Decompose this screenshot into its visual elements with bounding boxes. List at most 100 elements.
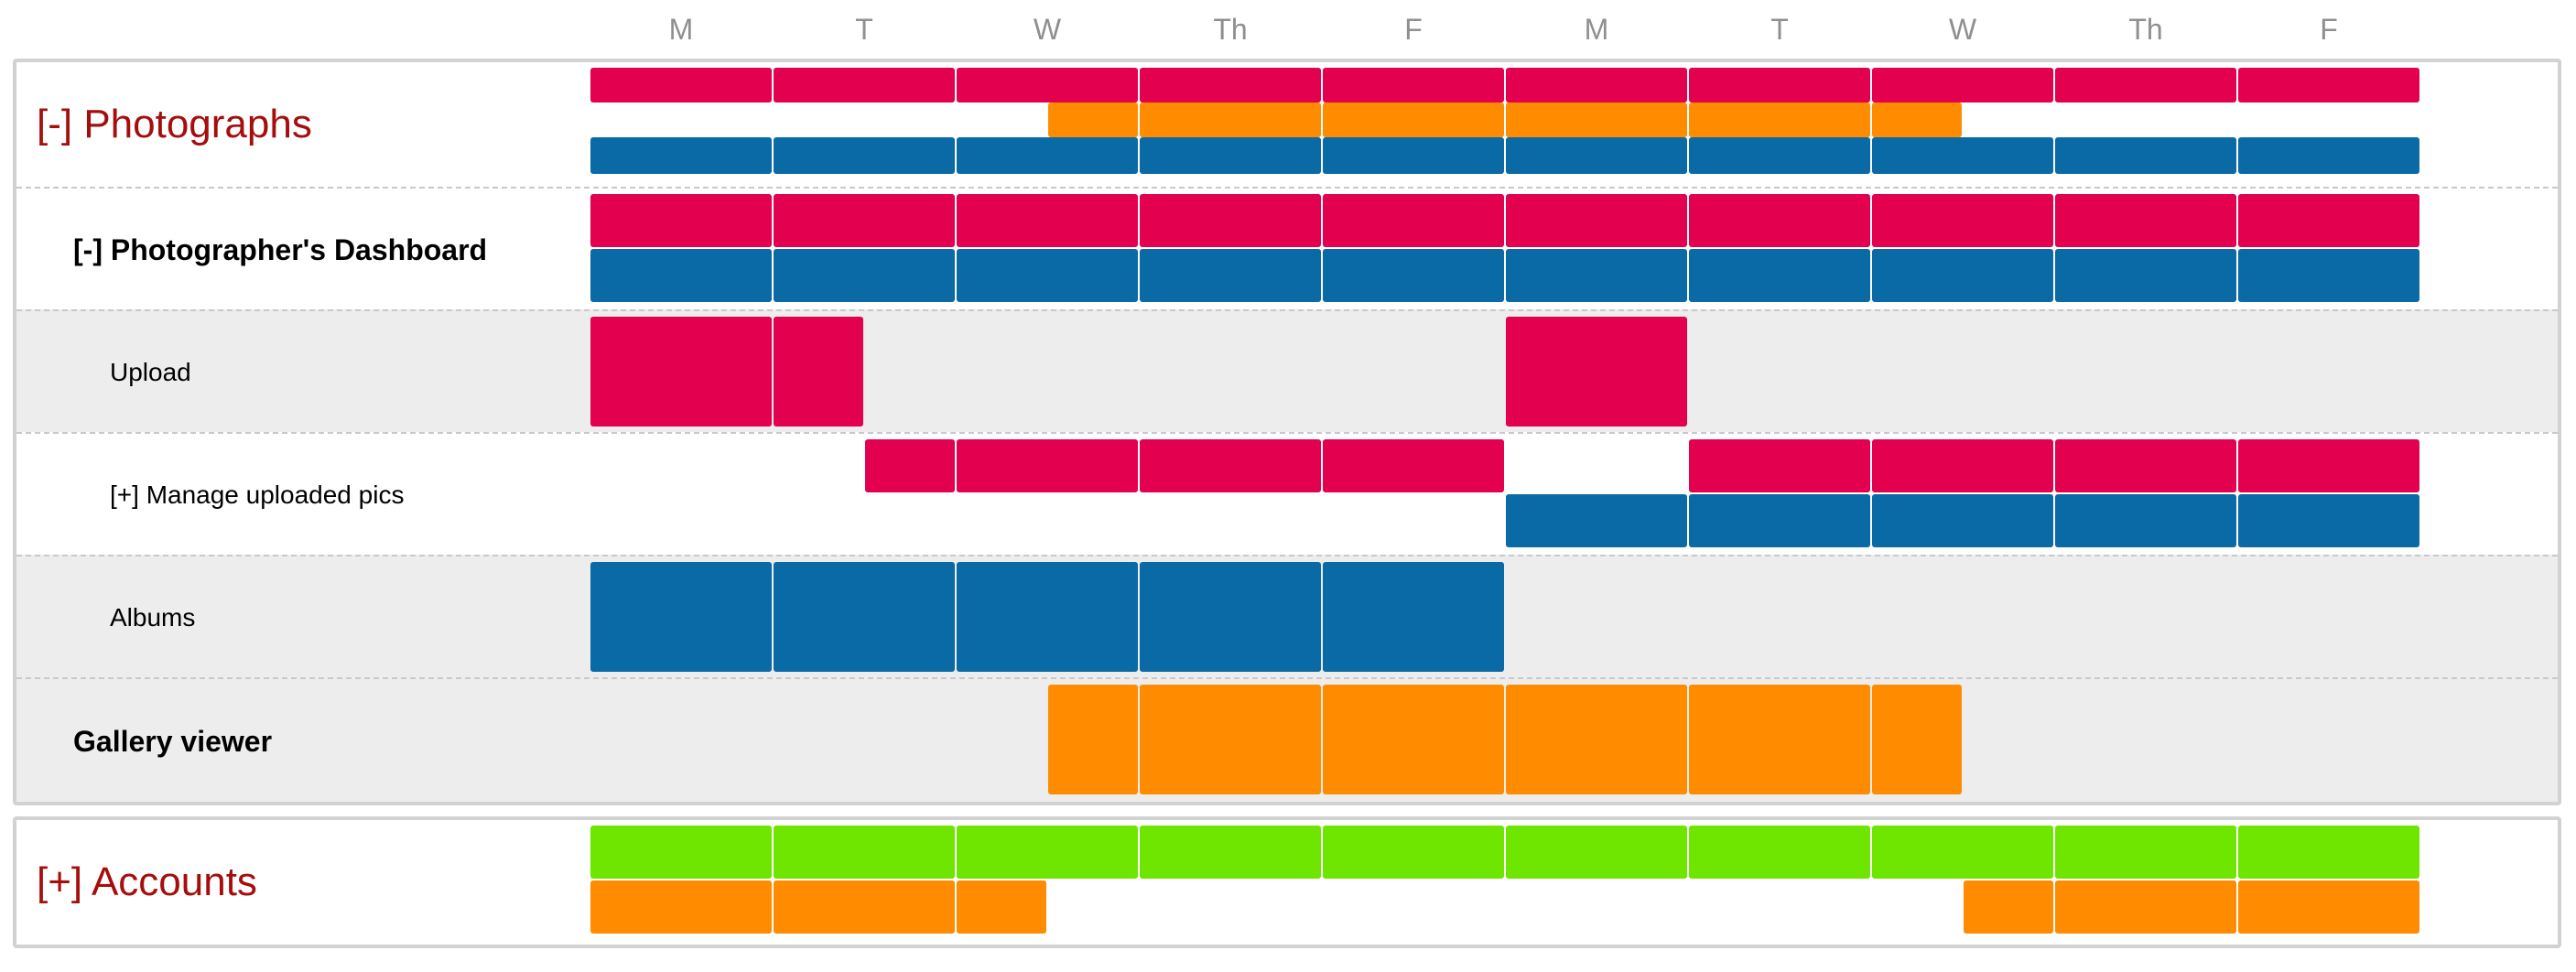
day-label-m-week2: M [1584,13,1609,46]
bar-accounts-summary-orange-day8[interactable] [1964,880,2053,934]
day-label-f-week2: F [2320,13,2338,46]
bar-accounts-summary-orange-day1[interactable] [590,880,772,934]
bar-manage-uploaded-pics-blue-day9[interactable] [2055,494,2236,547]
bar-manage-uploaded-pics-pink-day5[interactable] [1323,439,1504,492]
row-photographs-summary: [-] Photographs [16,62,2558,187]
bar-accounts-summary-green-day8[interactable] [1872,826,2053,879]
bar-photographs-summary-pink-day2[interactable] [774,68,955,103]
bar-photographers-dashboard-blue-day9[interactable] [2055,249,2236,302]
bar-accounts-summary-green-day6[interactable] [1506,826,1687,879]
bar-photographers-dashboard-blue-day8[interactable] [1872,249,2053,302]
bar-photographers-dashboard-blue-day10[interactable] [2238,249,2419,302]
bar-photographs-summary-orange-day3[interactable] [1048,103,1138,137]
bar-photographs-summary-pink-day9[interactable] [2055,68,2236,103]
bar-photographers-dashboard-blue-day6[interactable] [1506,249,1687,302]
day-label-t-week2: T [1770,13,1789,46]
bar-photographs-summary-blue-day10[interactable] [2238,137,2419,174]
bar-photographers-dashboard-pink-day7[interactable] [1689,194,1870,247]
bar-photographs-summary-blue-day4[interactable] [1140,137,1321,174]
bar-manage-uploaded-pics-blue-day6[interactable] [1506,494,1687,547]
bar-accounts-summary-green-day4[interactable] [1140,826,1321,879]
toggle-manage-uploaded-pics[interactable]: [+] Manage uploaded pics [110,481,405,509]
toggle-photographers-dashboard[interactable]: [-] Photographer's Dashboard [73,233,488,266]
toggle-photographs-summary[interactable]: [-] Photographs [37,102,312,146]
bar-photographers-dashboard-blue-day1[interactable] [590,249,772,302]
bar-accounts-summary-orange-day10[interactable] [2238,880,2419,934]
bar-accounts-summary-orange-day3[interactable] [957,880,1046,934]
bar-photographers-dashboard-pink-day3[interactable] [957,194,1138,247]
bar-photographers-dashboard-blue-day7[interactable] [1689,249,1870,302]
bar-photographers-dashboard-pink-day9[interactable] [2055,194,2236,247]
bar-photographs-summary-blue-day1[interactable] [590,137,772,174]
bar-albums-blue-day4[interactable] [1140,562,1321,672]
bar-photographs-summary-blue-day5[interactable] [1323,137,1504,174]
bar-photographers-dashboard-pink-day6[interactable] [1506,194,1687,247]
bar-photographs-summary-blue-day2[interactable] [774,137,955,174]
bar-photographs-summary-pink-day1[interactable] [590,68,772,103]
bar-gallery-viewer-orange-day4[interactable] [1140,685,1321,794]
toggle-accounts-summary[interactable]: [+] Accounts [37,859,257,904]
bar-photographs-summary-orange-day8[interactable] [1872,103,1962,137]
bar-photographs-summary-blue-day8[interactable] [1872,137,2053,174]
day-label-th-week2: Th [2128,13,2163,46]
bar-accounts-summary-green-day5[interactable] [1323,826,1504,879]
bar-photographers-dashboard-blue-day4[interactable] [1140,249,1321,302]
bar-gallery-viewer-orange-day7[interactable] [1689,685,1870,794]
bar-accounts-summary-green-day3[interactable] [957,826,1138,879]
bar-manage-uploaded-pics-pink-day9[interactable] [2055,439,2236,492]
bar-photographers-dashboard-blue-day2[interactable] [774,249,955,302]
bar-photographers-dashboard-blue-day5[interactable] [1323,249,1504,302]
bar-photographs-summary-orange-day5[interactable] [1323,103,1504,137]
bar-albums-blue-day2[interactable] [774,562,955,672]
bar-photographs-summary-blue-day3[interactable] [957,137,1138,174]
bar-accounts-summary-green-day7[interactable] [1689,826,1870,879]
bar-accounts-summary-green-day10[interactable] [2238,826,2419,879]
bar-manage-uploaded-pics-pink-day3[interactable] [957,439,1138,492]
bar-photographers-dashboard-blue-day3[interactable] [957,249,1138,302]
bar-photographers-dashboard-pink-day8[interactable] [1872,194,2053,247]
label-upload: Upload [110,358,191,386]
bar-photographs-summary-pink-day3[interactable] [957,68,1138,103]
bar-manage-uploaded-pics-blue-day8[interactable] [1872,494,2053,547]
bar-gallery-viewer-orange-day6[interactable] [1506,685,1687,794]
bar-gallery-viewer-orange-day3[interactable] [1048,685,1138,794]
bar-manage-uploaded-pics-pink-day8[interactable] [1872,439,2053,492]
bar-manage-uploaded-pics-pink-day4[interactable] [1140,439,1321,492]
bar-photographs-summary-pink-day5[interactable] [1323,68,1504,103]
bar-manage-uploaded-pics-pink-day10[interactable] [2238,439,2419,492]
bar-photographs-summary-blue-day6[interactable] [1506,137,1687,174]
bar-photographs-summary-orange-day6[interactable] [1506,103,1687,137]
bar-accounts-summary-green-day2[interactable] [774,826,955,879]
bar-upload-pink-day2[interactable] [774,317,863,427]
bar-upload-pink-day6[interactable] [1506,317,1687,427]
bar-photographs-summary-orange-day4[interactable] [1140,103,1321,137]
bar-manage-uploaded-pics-pink-day7[interactable] [1689,439,1870,492]
bar-photographs-summary-blue-day7[interactable] [1689,137,1870,174]
bar-gallery-viewer-orange-day5[interactable] [1323,685,1504,794]
bar-albums-blue-day3[interactable] [957,562,1138,672]
bar-photographers-dashboard-pink-day5[interactable] [1323,194,1504,247]
bar-manage-uploaded-pics-blue-day7[interactable] [1689,494,1870,547]
bar-gallery-viewer-orange-day8[interactable] [1872,685,1962,794]
bar-photographers-dashboard-pink-day4[interactable] [1140,194,1321,247]
bar-accounts-summary-green-day1[interactable] [590,826,772,879]
bar-accounts-summary-orange-day9[interactable] [2055,880,2236,934]
bar-photographers-dashboard-pink-day1[interactable] [590,194,772,247]
bar-accounts-summary-orange-day2[interactable] [774,880,955,934]
bar-photographs-summary-orange-day7[interactable] [1689,103,1870,137]
bar-photographs-summary-pink-day8[interactable] [1872,68,2053,103]
bar-upload-pink-day1[interactable] [590,317,772,427]
bar-photographs-summary-pink-day4[interactable] [1140,68,1321,103]
bar-photographs-summary-blue-day9[interactable] [2055,137,2236,174]
bar-albums-blue-day1[interactable] [590,562,772,672]
bar-manage-uploaded-pics-pink-day2[interactable] [865,439,955,492]
row-gallery-viewer: Gallery viewer [16,677,2558,802]
bar-photographs-summary-pink-day7[interactable] [1689,68,1870,103]
bar-photographers-dashboard-pink-day10[interactable] [2238,194,2419,247]
bar-photographs-summary-pink-day6[interactable] [1506,68,1687,103]
bar-manage-uploaded-pics-blue-day10[interactable] [2238,494,2419,547]
bar-photographs-summary-pink-day10[interactable] [2238,68,2419,103]
bar-accounts-summary-green-day9[interactable] [2055,826,2236,879]
bar-photographers-dashboard-pink-day2[interactable] [774,194,955,247]
bar-albums-blue-day5[interactable] [1323,562,1504,672]
